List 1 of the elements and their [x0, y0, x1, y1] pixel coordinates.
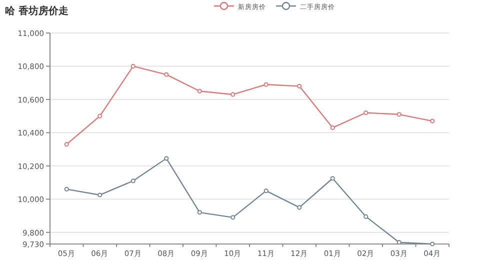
chart-title: 哈 香坊房价走 — [5, 5, 68, 17]
